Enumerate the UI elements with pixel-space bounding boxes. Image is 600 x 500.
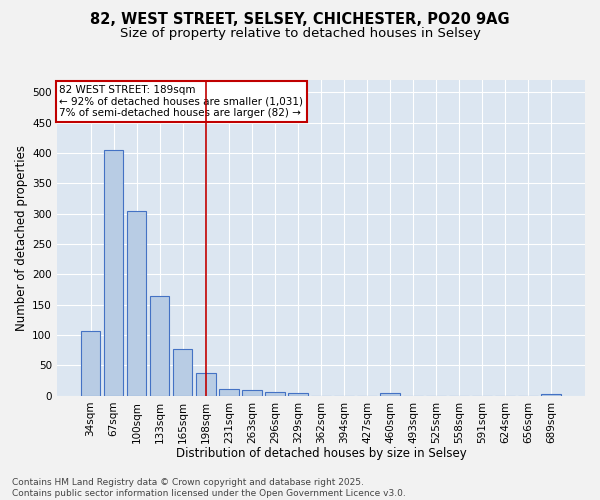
Bar [81,331,100,396]
Bar [196,374,215,396]
Text: 82, WEST STREET, SELSEY, CHICHESTER, PO20 9AG: 82, WEST STREET, SELSEY, CHICHESTER, PO2… [90,12,510,28]
Bar [288,393,308,396]
Bar [104,150,124,396]
Bar [173,349,193,396]
Y-axis label: Number of detached properties: Number of detached properties [15,145,28,331]
Bar [380,393,400,396]
Bar [150,296,169,396]
X-axis label: Distribution of detached houses by size in Selsey: Distribution of detached houses by size … [176,447,466,460]
Text: Size of property relative to detached houses in Selsey: Size of property relative to detached ho… [119,28,481,40]
Bar [242,390,262,396]
Text: 82 WEST STREET: 189sqm
← 92% of detached houses are smaller (1,031)
7% of semi-d: 82 WEST STREET: 189sqm ← 92% of detached… [59,84,304,118]
Bar [127,210,146,396]
Text: Contains HM Land Registry data © Crown copyright and database right 2025.
Contai: Contains HM Land Registry data © Crown c… [12,478,406,498]
Bar [219,388,239,396]
Bar [541,394,561,396]
Bar [265,392,284,396]
